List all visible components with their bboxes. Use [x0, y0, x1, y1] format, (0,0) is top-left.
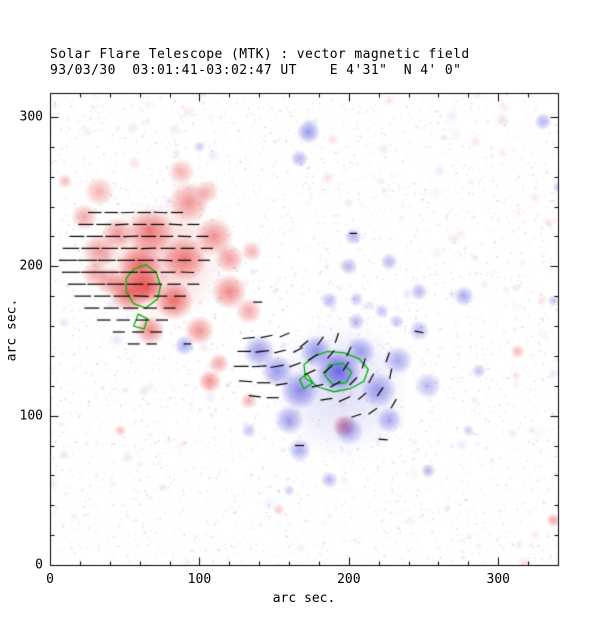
- x-tick-label: 200: [337, 572, 361, 587]
- x-tick-label: 300: [486, 572, 510, 587]
- x-tick-label: 0: [46, 572, 54, 587]
- y-tick-label: 100: [19, 408, 43, 424]
- y-tick-label: 200: [19, 258, 43, 274]
- y-axis-label: arc sec.: [4, 298, 20, 362]
- plot-title: Solar Flare Telescope (MTK) : vector mag…: [50, 47, 470, 62]
- plot-subtitle: 93/03/30 03:01:41-03:02:47 UT E 4'31" N …: [50, 63, 462, 78]
- y-tick-label: 0: [35, 557, 43, 573]
- x-axis-label: arc sec.: [272, 591, 336, 606]
- y-tick-label: 300: [19, 109, 43, 125]
- x-tick-label: 100: [187, 572, 212, 587]
